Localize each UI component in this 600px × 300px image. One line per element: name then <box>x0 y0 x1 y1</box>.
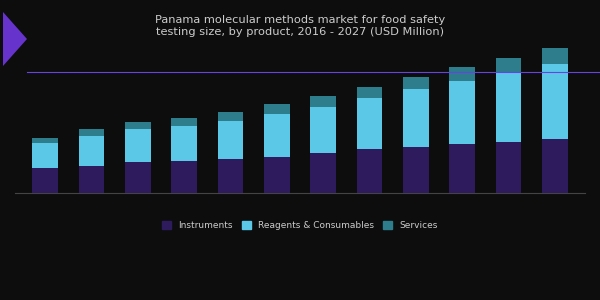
Bar <box>172 118 197 126</box>
Bar <box>218 112 243 121</box>
Legend: Instruments, Reagents & Consumables, Services: Instruments, Reagents & Consumables, Ser… <box>158 218 442 234</box>
Bar <box>449 80 475 144</box>
Bar <box>357 149 382 193</box>
Bar <box>32 168 58 193</box>
Bar <box>218 121 243 159</box>
Bar <box>403 89 428 147</box>
Bar <box>542 64 568 140</box>
Bar <box>357 87 382 98</box>
Bar <box>310 95 336 107</box>
Bar <box>264 104 290 114</box>
Bar <box>310 153 336 193</box>
Bar <box>172 161 197 193</box>
Bar <box>357 98 382 149</box>
Bar <box>310 107 336 153</box>
Bar <box>403 77 428 89</box>
Bar <box>449 67 475 80</box>
Bar <box>264 157 290 193</box>
Bar <box>125 122 151 129</box>
Bar <box>32 138 58 143</box>
Bar <box>496 73 521 142</box>
Bar <box>79 136 104 166</box>
Bar <box>125 129 151 162</box>
Bar <box>264 114 290 157</box>
Bar <box>403 147 428 193</box>
Bar <box>542 48 568 64</box>
Bar <box>496 58 521 73</box>
Bar <box>79 166 104 193</box>
Bar <box>32 143 58 168</box>
Bar <box>496 142 521 193</box>
Bar <box>449 144 475 193</box>
Bar <box>218 159 243 193</box>
Bar <box>79 129 104 136</box>
Bar <box>125 162 151 193</box>
Bar <box>172 126 197 161</box>
Title: Panama molecular methods market for food safety
testing size, by product, 2016 -: Panama molecular methods market for food… <box>155 15 445 37</box>
Bar <box>542 140 568 193</box>
